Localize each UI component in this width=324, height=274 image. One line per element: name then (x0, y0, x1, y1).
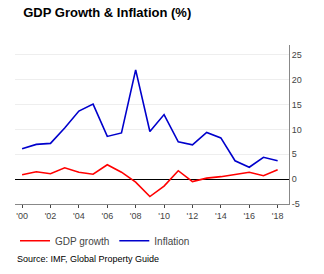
svg-text:'08: '08 (130, 211, 142, 221)
svg-text:20: 20 (292, 75, 302, 85)
svg-text:25: 25 (292, 50, 302, 60)
svg-text:10: 10 (292, 125, 302, 135)
svg-text:-5: -5 (292, 199, 300, 209)
svg-text:'16: '16 (243, 211, 255, 221)
svg-text:'00: '00 (16, 211, 28, 221)
svg-text:'10: '10 (158, 211, 170, 221)
svg-text:'06: '06 (101, 211, 113, 221)
svg-text:'14: '14 (215, 211, 227, 221)
svg-text:Inflation: Inflation (154, 236, 189, 247)
svg-text:'12: '12 (187, 211, 199, 221)
svg-text:GDP Growth & Inflation (%): GDP Growth & Inflation (%) (23, 5, 191, 20)
svg-text:'02: '02 (45, 211, 57, 221)
svg-text:'04: '04 (73, 211, 85, 221)
svg-text:'18: '18 (272, 211, 284, 221)
svg-text:5: 5 (292, 149, 297, 159)
svg-text:Source: IMF, Global Property G: Source: IMF, Global Property Guide (17, 254, 159, 264)
svg-text:15: 15 (292, 100, 302, 110)
svg-text:0: 0 (292, 174, 297, 184)
svg-text:GDP growth: GDP growth (55, 236, 109, 247)
